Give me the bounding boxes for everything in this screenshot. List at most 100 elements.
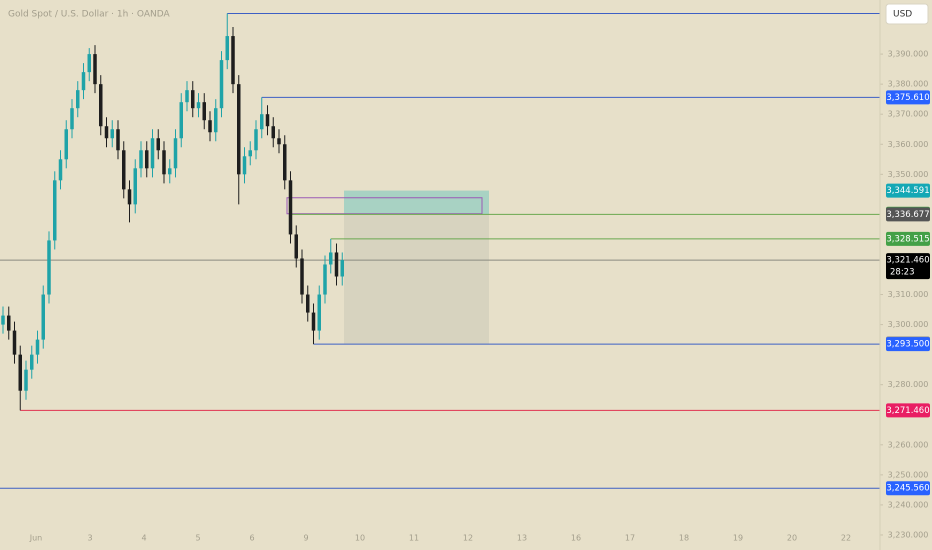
x-tick-label: 3 [87, 534, 92, 543]
x-tick-label: 6 [249, 534, 254, 543]
price-tag [886, 253, 930, 280]
candle-body [110, 129, 114, 139]
y-tick-label: 3,300.000 [888, 320, 929, 329]
candle-body [53, 180, 57, 241]
x-tick-label: 11 [409, 534, 419, 543]
x-tick-label: 5 [195, 534, 200, 543]
price-tag-label: 3,271.460 [886, 406, 929, 416]
candle-body [64, 129, 68, 160]
x-tick-label: 13 [517, 534, 527, 543]
zone [344, 190, 489, 215]
candle-body [329, 252, 333, 265]
candle-body [300, 258, 304, 295]
candle-body [145, 150, 149, 169]
candle-body [150, 138, 155, 169]
candle-body [76, 90, 80, 109]
candle-body [185, 90, 189, 103]
price-tag [886, 481, 930, 496]
price-tag-label: 3,375.610 [886, 93, 929, 103]
candle-body [99, 84, 103, 127]
candle-body [260, 114, 264, 130]
y-tick-label: 3,380.000 [888, 80, 929, 89]
candle-body [41, 294, 45, 340]
zone [286, 197, 483, 215]
candle-body [288, 180, 293, 235]
candle-body [214, 108, 218, 133]
candle-body [208, 120, 212, 133]
candle-body [265, 114, 270, 127]
candle-body [1, 315, 5, 325]
candle-body [271, 126, 275, 139]
price-tag [886, 183, 930, 198]
y-tick-label: 3,360.000 [888, 140, 929, 149]
candle-body [317, 294, 321, 331]
price-tag-label: 3,293.500 [886, 340, 929, 350]
candle-body [18, 354, 22, 391]
x-tick-label: 4 [141, 534, 146, 543]
candle-body [179, 102, 183, 139]
candle-body [168, 168, 172, 175]
price-tag [886, 231, 930, 246]
candle-body [104, 126, 109, 139]
candle-body [225, 36, 229, 61]
price-tag-label: 3,321.460 [886, 256, 929, 266]
zone [344, 214, 489, 344]
price-tag [886, 207, 930, 222]
candle-body [311, 312, 316, 331]
price-tag-label: 3,328.515 [886, 234, 929, 244]
price-tag-label: 3,336.677 [886, 210, 929, 220]
x-tick-label: 16 [571, 534, 581, 543]
countdown: 28:23 [890, 268, 915, 278]
candle-body [47, 240, 51, 295]
candle-body [191, 90, 195, 109]
candle-body [196, 102, 201, 109]
x-tick-label: 17 [625, 534, 635, 543]
candle-body [133, 168, 137, 205]
candle-body [202, 102, 206, 121]
candle-body [58, 159, 63, 181]
x-tick-label: 9 [303, 534, 308, 543]
candle-body [306, 294, 310, 313]
candle-body [122, 150, 126, 190]
candle-body [283, 144, 287, 181]
x-tick-label: Jun [29, 534, 43, 543]
currency-label[interactable]: USD [893, 10, 912, 20]
candle-body [127, 189, 132, 205]
candle-body [35, 339, 40, 355]
price-tag-label: 3,245.560 [886, 484, 929, 494]
candle-body [248, 150, 252, 157]
candle-body [70, 108, 74, 130]
candle-body [30, 354, 34, 370]
price-tag-label: 3,344.591 [886, 186, 929, 196]
candle-body [219, 60, 224, 109]
x-tick-label: 19 [733, 534, 743, 543]
candle-body [254, 129, 258, 151]
chart-title: Gold Spot / U.S. Dollar · 1h · OANDA [8, 10, 170, 20]
y-tick-label: 3,390.000 [888, 50, 929, 59]
candle-body [156, 138, 160, 151]
y-tick-label: 3,230.000 [888, 530, 929, 539]
candle-body [294, 234, 298, 259]
y-tick-label: 3,310.000 [888, 290, 929, 299]
candle-body [334, 252, 339, 277]
price-tag [886, 90, 930, 105]
candle-body [12, 330, 17, 355]
candle-body [116, 129, 120, 151]
candle-body [173, 138, 178, 169]
candle-body [340, 260, 344, 277]
candle-body [277, 138, 281, 145]
currency-button[interactable] [885, 3, 929, 25]
candle-body [242, 156, 247, 175]
y-tick-label: 3,240.000 [888, 500, 929, 509]
y-tick-label: 3,280.000 [888, 380, 929, 389]
candle-body [231, 36, 235, 85]
candle-body [323, 264, 327, 295]
x-tick-label: 10 [355, 534, 365, 543]
x-tick-label: 18 [679, 534, 689, 543]
candle-body [7, 315, 11, 331]
x-tick-label: 20 [787, 534, 797, 543]
y-tick-label: 3,260.000 [888, 440, 929, 449]
x-tick-label: 22 [841, 534, 851, 543]
